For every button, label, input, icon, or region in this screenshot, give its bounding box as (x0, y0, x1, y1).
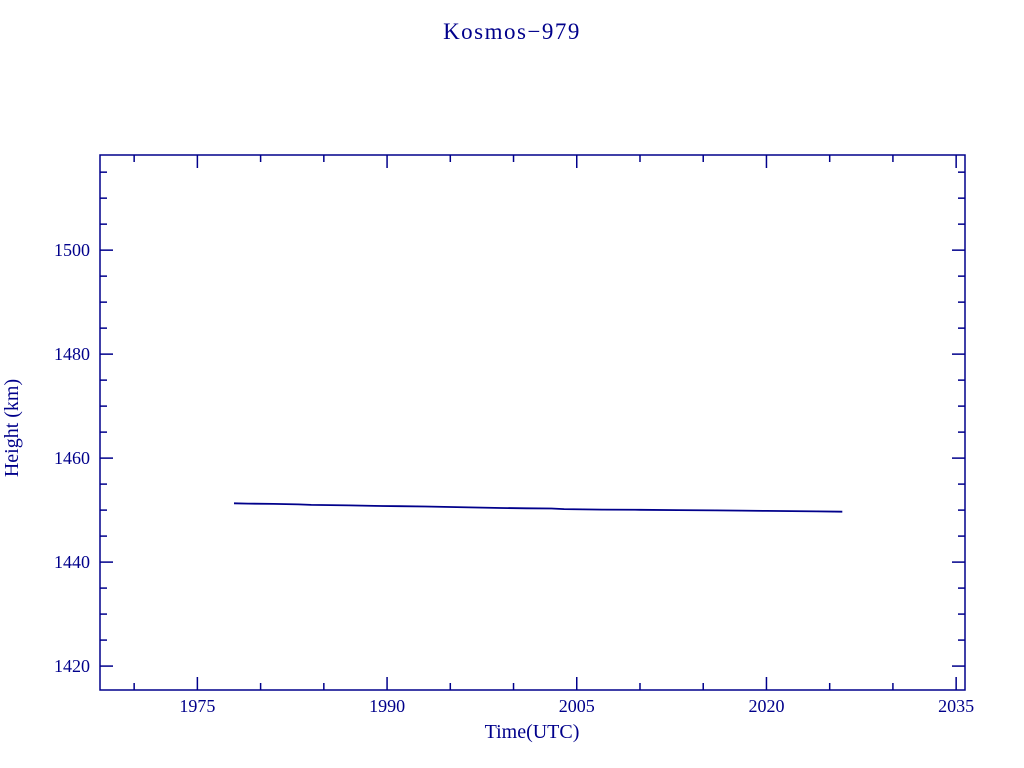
data-line (233, 502, 843, 513)
y-tick-label: 1460 (54, 448, 90, 468)
x-tick-label: 2020 (748, 696, 784, 716)
chart-title: Kosmos−979 (443, 19, 581, 44)
x-tick-label: 1990 (369, 696, 405, 716)
plot-frame (99, 154, 966, 691)
y-tick-label: 1440 (54, 552, 90, 572)
x-tick-label: 1975 (179, 696, 215, 716)
y-tick-label: 1420 (54, 656, 90, 676)
y-tick-label: 1480 (54, 344, 90, 364)
y-tick-label: 1500 (54, 240, 90, 260)
y-axis-label: Height (km) (1, 379, 23, 477)
x-tick-label: 2005 (559, 696, 595, 716)
x-tick-label: 2035 (938, 696, 974, 716)
x-axis-label: Time(UTC) (485, 721, 580, 743)
plot-content-group: 1975 1990 2005 2020 2035 1420 1440 1460 1480 1500 (54, 154, 974, 716)
